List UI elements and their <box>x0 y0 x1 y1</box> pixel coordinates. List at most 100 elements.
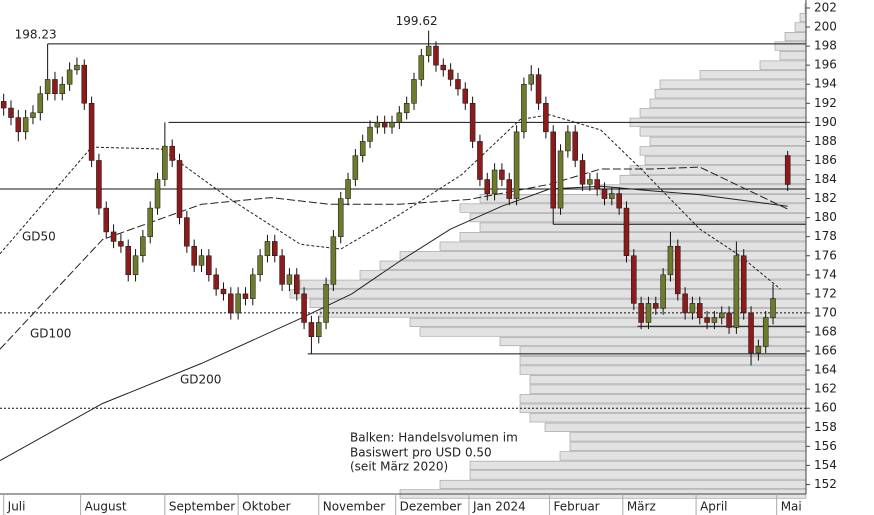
candle-body <box>294 274 300 295</box>
candle-body <box>235 293 241 314</box>
x-tick-label: August <box>85 500 127 514</box>
volume-bar <box>774 41 807 51</box>
candle-body <box>425 45 432 56</box>
x-tick-label: Jan 2024 <box>472 500 526 514</box>
y-tick-label: 174 <box>814 267 837 281</box>
volume-bar <box>794 22 807 32</box>
y-tick-label: 176 <box>814 248 837 262</box>
y-tick-label: 188 <box>814 134 837 148</box>
candle-body <box>601 188 608 199</box>
volume-bar <box>639 127 807 137</box>
candle-body <box>191 245 197 266</box>
candle-body <box>96 160 102 209</box>
volume-bar <box>519 403 807 413</box>
candle-body <box>15 117 22 133</box>
y-tick-label: 190 <box>814 115 837 129</box>
moving-average <box>0 114 781 290</box>
candle-body <box>44 79 51 94</box>
y-tick-label: 166 <box>814 344 837 358</box>
volume-bar <box>519 356 807 366</box>
volume-bar <box>439 479 807 490</box>
x-tick-label: Februar <box>554 500 600 514</box>
candle-body <box>653 303 659 309</box>
candle-body <box>528 74 534 85</box>
x-tick-label: Oktober <box>242 500 290 514</box>
candle-body <box>330 236 337 285</box>
volume-bar <box>409 317 807 328</box>
candle-body <box>323 284 329 323</box>
candle-body <box>565 131 571 152</box>
candle-body <box>557 150 564 209</box>
volume-bar <box>419 327 807 337</box>
candle-body <box>198 255 205 266</box>
candle-body <box>535 74 542 104</box>
candle-body <box>594 179 600 190</box>
candle-body <box>301 293 307 323</box>
candle-body <box>250 274 256 299</box>
y-tick-label: 180 <box>814 210 837 224</box>
y-tick-label: 202 <box>814 0 837 14</box>
x-tick-label: Mai <box>781 500 802 514</box>
candle-body <box>689 303 696 314</box>
volume-bar <box>569 441 807 451</box>
volume-bar <box>649 136 807 146</box>
candle-body <box>162 145 168 180</box>
candle-body <box>176 160 183 218</box>
candle-body <box>264 241 271 257</box>
candle-body <box>315 322 322 338</box>
candle-body <box>154 179 161 209</box>
y-tick-label: 154 <box>814 458 837 472</box>
candle-body <box>242 293 249 299</box>
candle-body <box>711 317 718 323</box>
y-tick-label: 196 <box>814 58 837 72</box>
candle-body <box>572 131 578 161</box>
candle-body <box>81 64 88 104</box>
volume-bar <box>459 203 807 213</box>
volume-bar <box>469 213 807 223</box>
candle-body <box>623 207 630 257</box>
candle-body <box>169 145 175 161</box>
volume-bar <box>799 12 807 23</box>
axes: 198.23 199.62 152 154 156 158 160 162 164 166 168 1… <box>0 0 837 515</box>
ma-label: GD50 <box>22 230 56 244</box>
volume-bar <box>519 365 807 375</box>
ma-label: GD200 <box>180 373 221 387</box>
candle-body <box>660 274 666 309</box>
y-tick-label: 182 <box>814 191 837 205</box>
volume-bar <box>469 460 807 470</box>
candle-body <box>718 312 725 318</box>
volume-bar <box>659 79 807 89</box>
candles <box>0 30 791 366</box>
candle-body <box>0 101 7 109</box>
y-tick-label: 156 <box>814 439 837 453</box>
note: Basiswert pro USD 0.50 <box>350 446 492 460</box>
volume-bar <box>469 470 807 480</box>
peak-label: 199.62 <box>396 14 438 28</box>
candle-body <box>697 303 703 318</box>
candle-body <box>213 274 219 290</box>
candle-body <box>206 255 212 276</box>
candle-body <box>411 79 417 104</box>
candle-body <box>374 122 381 128</box>
candle-body <box>381 122 388 128</box>
volume-bar <box>569 432 807 442</box>
candle-body <box>638 303 644 323</box>
candle-body <box>396 112 403 123</box>
volume-bar <box>299 279 807 289</box>
x-tick-label: April <box>700 500 727 514</box>
candle-body <box>74 64 80 71</box>
candle-body <box>433 45 439 66</box>
candle-body <box>220 288 227 295</box>
moving-averages <box>0 114 788 462</box>
y-tick-label: 170 <box>814 305 837 319</box>
candle-body <box>726 312 732 328</box>
candle-body <box>140 236 146 257</box>
candle-body <box>279 255 285 285</box>
candle-body <box>272 241 278 257</box>
candle-body <box>184 217 190 247</box>
y-tick-label: 168 <box>814 324 837 338</box>
candle-body <box>359 141 366 156</box>
candle-body <box>499 169 505 180</box>
levels <box>0 43 806 409</box>
ma-label: GD100 <box>30 327 71 341</box>
